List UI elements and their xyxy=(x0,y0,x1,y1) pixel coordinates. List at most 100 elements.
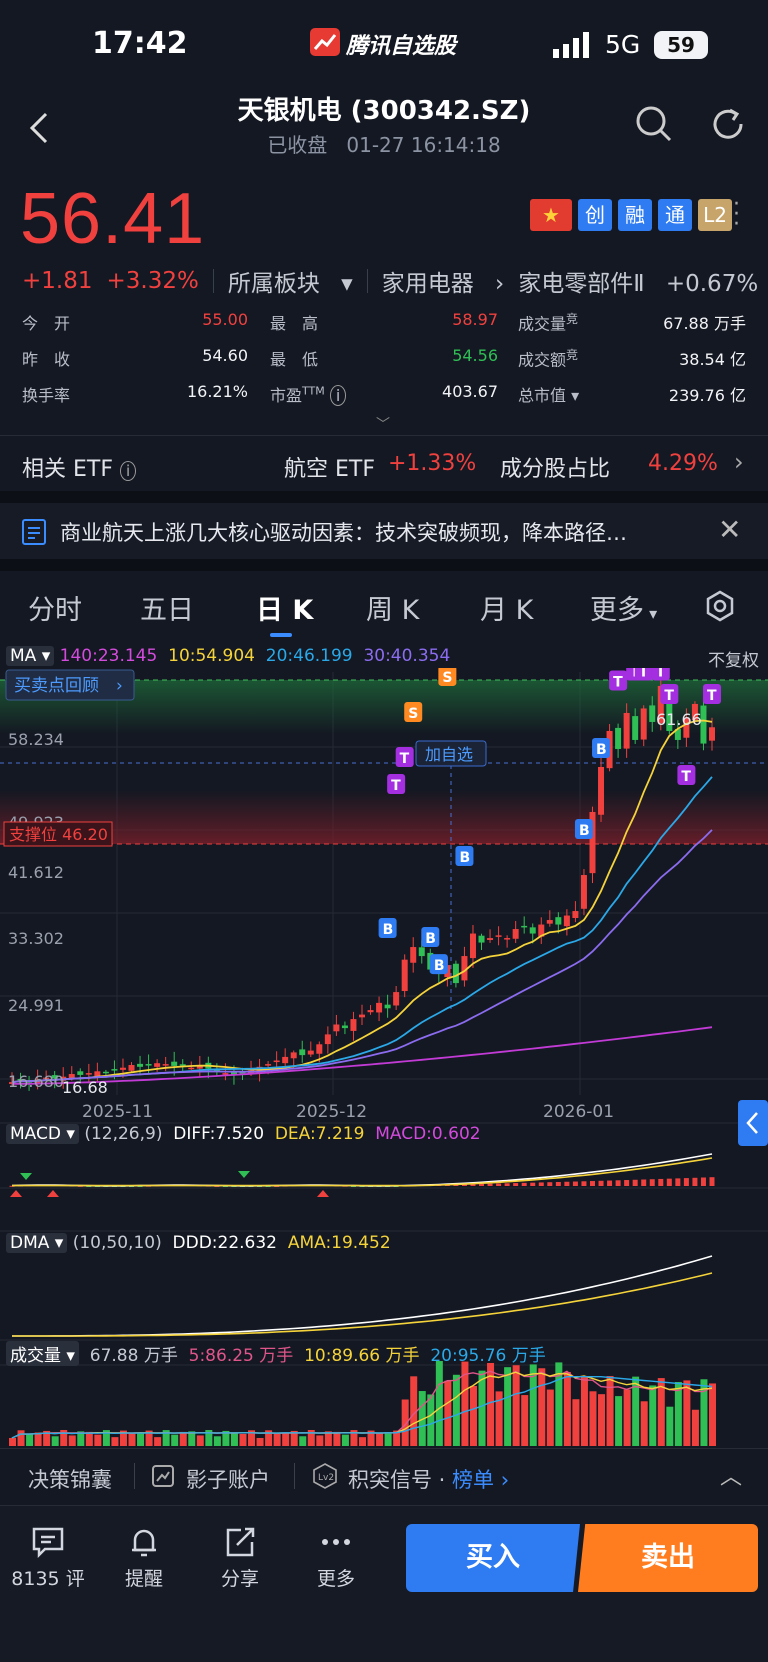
buy-button[interactable]: 买入 xyxy=(406,1524,580,1592)
volume-bar xyxy=(657,1378,665,1446)
tab-more[interactable]: 更多 ▾ xyxy=(590,595,658,626)
search-icon[interactable] xyxy=(634,104,674,144)
ma30-line xyxy=(11,829,713,1083)
breakout-signal-link[interactable]: 积突信号 · 榜单 › xyxy=(348,1468,510,1492)
candle-body xyxy=(154,1063,161,1067)
volume-bar xyxy=(282,1432,290,1446)
volume-bar xyxy=(589,1391,597,1446)
news-banner[interactable]: 商业航天上涨几大核心驱动因素：技术突破频现，降本路径… ✕ xyxy=(0,503,768,559)
macd-selector[interactable]: MACD ▾ xyxy=(6,1124,79,1144)
candle-body xyxy=(521,925,528,928)
battery-icon: 59 xyxy=(654,31,708,59)
collapse-chevron-icon[interactable]: ︿ xyxy=(720,1465,743,1490)
sector-link-1[interactable]: 家用电器 › xyxy=(381,271,505,297)
trade-review-button[interactable]: 买卖点回顾 › xyxy=(5,669,135,701)
candle-body xyxy=(632,716,639,740)
macd-bar xyxy=(538,1182,544,1186)
x-tick: 2025-12 xyxy=(296,1102,367,1122)
info-icon[interactable]: i xyxy=(329,385,347,406)
candle-body xyxy=(282,1056,289,1064)
tab-intraday[interactable]: 分时 xyxy=(28,595,82,626)
volume-bar xyxy=(333,1431,341,1446)
svg-text:S: S xyxy=(408,706,418,722)
back-icon[interactable] xyxy=(24,108,54,148)
candle-body xyxy=(393,992,400,1006)
macd-bar xyxy=(572,1181,578,1186)
sector-dropdown[interactable]: 所属板块 ▾ xyxy=(227,271,353,297)
sector-link-2[interactable]: 家电零部件Ⅱ +0.67% › xyxy=(518,271,759,297)
volume-bar xyxy=(239,1433,247,1446)
svg-text:T: T xyxy=(681,769,691,785)
volume-bar xyxy=(51,1436,59,1446)
amount-value: 38.54 亿 xyxy=(679,350,746,369)
trade-markers: BTTSBBSBSBBSTTTTTTTTT xyxy=(378,668,721,975)
ma-selector[interactable]: MA ▾ xyxy=(6,646,55,666)
spacer xyxy=(0,491,768,503)
candle-body xyxy=(478,935,485,943)
alert-button[interactable]: 提醒 xyxy=(104,1526,184,1591)
bottom-nav: 8135 评 提醒 分享 更多 买入 卖出 xyxy=(0,1505,768,1662)
svg-text:B: B xyxy=(383,922,394,938)
candle-body xyxy=(615,727,622,749)
collapse-side-tab[interactable] xyxy=(738,1100,768,1146)
volume-bar xyxy=(102,1430,110,1446)
refresh-icon[interactable] xyxy=(708,104,748,144)
volume-bar xyxy=(34,1432,42,1446)
tab-weekly-k[interactable]: 周 K xyxy=(366,595,420,626)
adjust-mode[interactable]: 不复权 xyxy=(708,651,759,671)
candle-body xyxy=(461,956,468,981)
svg-text:B: B xyxy=(425,931,436,947)
y-tick: 58.234 xyxy=(8,730,64,749)
badge-tong[interactable]: 通 xyxy=(658,199,692,231)
macd-bar xyxy=(487,1183,493,1186)
macd-bar xyxy=(555,1181,561,1186)
market-status: 已收盘 01-27 16:14:18 xyxy=(0,129,768,158)
mcap-label[interactable]: 总市值 ▾ xyxy=(518,386,580,405)
volume-bar xyxy=(205,1430,213,1446)
etf-row[interactable]: 相关 ETF i 航空 ETF +1.33% 成分股占比 4.29% › xyxy=(0,436,768,491)
ma30-value: 30:40.354 xyxy=(363,646,451,666)
prev-close-label: 昨 收 xyxy=(22,350,71,369)
dma-selector[interactable]: DMA ▾ xyxy=(6,1233,68,1253)
badge-chuang[interactable]: 创 xyxy=(578,199,612,231)
mcap-value: 239.76 亿 xyxy=(668,386,746,405)
badge-l2[interactable]: L2 xyxy=(698,199,732,231)
shadow-account-link[interactable]: 影子账户 xyxy=(186,1468,270,1492)
trade-marker-t: T xyxy=(651,668,670,681)
add-watchlist-button[interactable]: 加自选 xyxy=(415,740,487,767)
candle-body xyxy=(538,924,545,937)
close-icon[interactable]: ✕ xyxy=(718,513,742,546)
tab-daily-k[interactable]: 日 K xyxy=(256,595,314,626)
volume-bar xyxy=(452,1374,460,1446)
settings-icon[interactable] xyxy=(704,590,736,622)
sell-button[interactable]: 卖出 xyxy=(578,1524,758,1592)
decision-kit-link[interactable]: 决策锦囊 xyxy=(28,1468,112,1492)
expand-chevron-icon[interactable]: ﹀ xyxy=(376,417,390,433)
volume-bar xyxy=(316,1435,324,1446)
low-label: 最 低 xyxy=(270,350,319,369)
more-button[interactable]: 更多 xyxy=(296,1526,376,1591)
stats-row-3: 换手率 16.21% 市盈TTM i 403.67 总市值 ▾ 239.76 亿 xyxy=(0,382,768,418)
trade-marker-b: B xyxy=(429,954,448,975)
network-type: 5G xyxy=(605,30,641,59)
candle-body xyxy=(418,947,425,957)
badge-rong[interactable]: 融 xyxy=(618,199,652,231)
candle-body xyxy=(563,915,570,927)
quote-datetime: 01-27 16:14:18 xyxy=(346,133,501,157)
more-dots-icon[interactable]: · · · xyxy=(733,192,740,237)
candle-body xyxy=(77,1071,84,1075)
price-change: +1.81 xyxy=(22,268,93,294)
volume-bar xyxy=(674,1381,682,1446)
kline-chart[interactable]: BTTSBBSBSBBSTTTTTTTTT 58.234 49.923 41.6… xyxy=(0,668,768,1448)
comments-button[interactable]: 8135 评 xyxy=(8,1526,88,1591)
tab-five-day[interactable]: 五日 xyxy=(140,595,194,626)
candle-body xyxy=(51,1075,58,1079)
tab-monthly-k[interactable]: 月 K xyxy=(480,595,534,626)
volume-bar xyxy=(495,1391,503,1446)
comments-count: 8135 评 xyxy=(11,1568,85,1590)
candle-body xyxy=(17,1078,24,1081)
current-price: 56.41 xyxy=(20,179,206,259)
volume-selector[interactable]: 成交量 ▾ xyxy=(6,1341,79,1366)
candle-body xyxy=(512,929,519,939)
share-button[interactable]: 分享 xyxy=(200,1526,280,1591)
